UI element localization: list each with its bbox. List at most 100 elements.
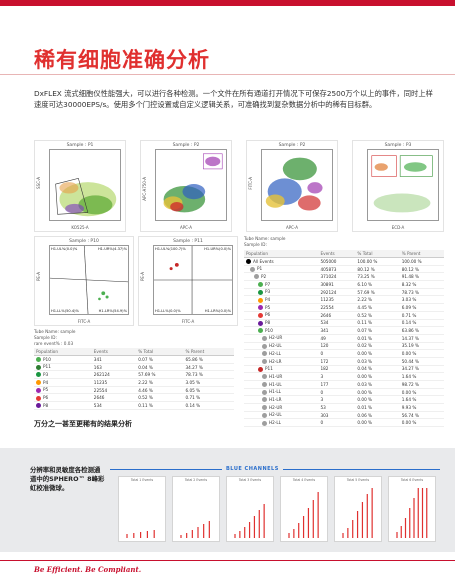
population-name: H2-UL [269,412,282,418]
events-cell: 371024 [318,272,356,282]
population-color-dot [250,266,255,272]
table-row: P2 371024 73.25 % 91.48 % [244,272,444,282]
population-cell: P6 [34,393,92,403]
total-cell: 57.69 % [355,288,400,297]
histogram-title: Total 4 Events [292,478,316,482]
parent-cell: 65.86 % [183,355,234,364]
population-cell: P11 [34,363,92,372]
population-name: P4 [43,379,49,385]
parent-cell: 100.00 % [399,257,444,266]
parent-cell: 1.64 % [399,395,444,405]
events-cell: 22554 [318,303,356,312]
total-cell: 73.25 % [355,272,400,282]
table-row: P4 11235 2.22 % 3.05 % [34,378,234,387]
table-row: P4 11235 2.22 % 3.03 % [244,295,444,305]
parent-cell: 91.48 % [399,272,444,282]
col-total: % Total [136,348,184,356]
title-divider [0,74,455,75]
quadrant-ul: H1-UL%(0.0)% [51,247,78,251]
plot-title: Sample : P3 [384,143,412,148]
population-cell: H2-UR [244,334,319,343]
quadrant-ll: H1-LL%(50.4)% [51,309,79,313]
total-cell: 0.01 % [355,403,400,412]
population-color-dot [262,382,267,388]
population-name: P3 [265,289,271,295]
population-color-dot [258,297,263,303]
table-row: H1-UR 3 0.00 % 1.64 % [244,372,444,381]
events-cell: 182 [318,365,356,374]
population-color-dot [36,372,41,378]
table-row: H2-LL 0 0.00 % 0.00 % [244,418,444,428]
population-color-dot [262,374,267,380]
histogram-title: Total 5 Events [346,478,370,482]
footer-slogan: Be Efficient. Be Compliant. [34,565,142,574]
parent-cell: 0.71 % [183,393,234,403]
histogram-plot [126,530,155,538]
parent-cell: 34.27 % [183,363,234,372]
population-color-dot [36,380,41,386]
population-cell: P6 [244,311,319,320]
sample-id: Sample ID: [244,242,267,247]
total-cell: 0.00 % [355,349,400,358]
y-axis-label: PE-A [36,272,41,282]
total-cell: 0.52 % [355,311,400,320]
table-row: All Events 505000 100.00 % 100.00 % [244,257,444,266]
population-color-dot [254,274,259,280]
tube-name: Tube Name: sample [34,329,76,334]
population-cell: P2 [244,272,319,282]
population-name: All Events [253,258,274,264]
intro-paragraph: DxFLEX 流式细胞仪性能强大，可以进行各种检测。一个文件在所有通道打开情况下… [34,89,433,109]
events-cell: 534 [318,319,356,328]
population-cell: P3 [34,370,92,380]
population-name: P7 [265,281,271,287]
population-cell: P8 [34,401,92,410]
events-cell: 3 [318,395,356,405]
quadrant-area: H1-UL%(100.7)% H1-UR%(0.0)% H1-LL%(0.0)%… [153,245,233,315]
events-cell: 177 [318,380,356,389]
quadrant-ul: H1-UL%(100.7)% [155,247,186,251]
quadrant-ur: H1-UR%(4.37)% [97,247,127,251]
population-color-dot [258,366,263,372]
channel-label: BLUE CHANNELS [222,466,283,472]
population-cell: H1-LL [244,388,319,397]
events-cell: 0 [318,418,356,428]
population-color-dot [258,312,263,318]
events-cell: 0 [318,388,356,397]
table-row: P6 2646 0.52 % 0.71 % [34,393,234,403]
quadrant-ll: H1-LL%(0.0)% [155,309,181,313]
plot-title: Sample : P10 [69,239,99,244]
total-cell: 0.01 % [355,334,400,343]
population-cell: All Events [244,257,319,266]
population-name: P1 [257,266,263,272]
y-axis-label: APC-A750-A [142,177,147,201]
population-name: P5 [265,304,271,310]
population-name: H2-UR [269,335,283,341]
table-row: H1-LL 0 0.00 % 0.00 % [244,388,444,397]
quadrant-lr: H1-LR%(0.0)% [204,309,231,313]
table-row: H1-UL 177 0.03 % 98.72 % [244,380,444,389]
figure-caption: 万分之一甚至更稀有的结果分析 [34,420,132,428]
parent-cell: 56.74 % [399,411,444,420]
population-name: P10 [265,327,273,333]
left-table-info: Tube Name: sample Sample ID: rare event%… [34,329,75,347]
population-name: P6 [265,312,271,318]
parent-cell: 3.03 % [399,295,444,305]
population-color-dot [258,328,263,334]
plot-p5: Sample : P10 PE-A H1-UL%(0.0)% H1-UR%(4.… [34,236,134,326]
plot-title: Sample : P1 [66,143,94,148]
histogram-plot [342,488,373,538]
col-parent: % Parent [399,250,444,258]
events-cell: 3 [318,372,356,381]
parent-cell: 63.86 % [399,326,444,335]
population-color-dot [36,403,41,409]
scatter-area [367,149,439,221]
table-row: H2-LL 0 0.00 % 0.00 % [244,349,444,358]
x-axis-label: KO525-A [71,225,89,230]
y-axis-label: FITC-A [248,177,253,190]
plot-p1: Sample : P1 SSC-A KO525-A [34,140,126,232]
parent-cell: 14.37 % [399,334,444,343]
population-name: P11 [265,366,273,372]
population-color-dot [36,364,41,370]
table-row: P1 405873 80.12 % 80.12 % [244,265,444,274]
total-cell: 0.11 % [355,319,400,328]
